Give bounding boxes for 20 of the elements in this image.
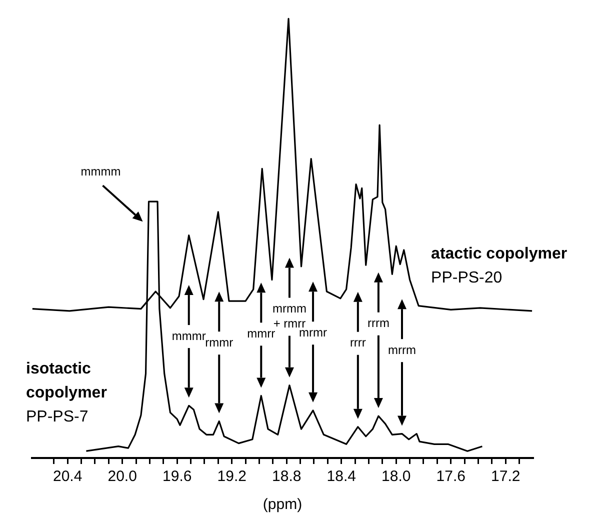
x-tick-label: 18.4 — [326, 468, 356, 486]
x-tick-label: 17.2 — [491, 468, 520, 486]
annotation: PP-PS-7 — [26, 408, 88, 426]
annotation: rrrm — [367, 316, 390, 330]
series-label: atactic copolymer — [431, 245, 568, 262]
x-tick-label: 18.0 — [382, 468, 411, 486]
x-tick-label: 19.2 — [217, 468, 246, 486]
x-tick-label: 18.8 — [272, 468, 302, 486]
annotation: PP-PS-20 — [431, 269, 502, 286]
annotation: mmmm — [80, 164, 121, 178]
annotation: mmmr — [172, 328, 206, 343]
x-tick-label: 17.6 — [436, 468, 466, 486]
text: isotactic copolymer — [26, 360, 107, 402]
x-tick-label: 20.0 — [108, 468, 137, 486]
x-tick-label: 19.6 — [162, 468, 192, 486]
annotation: mrrm — [388, 342, 416, 357]
annotation: rrrr — [350, 336, 366, 350]
x-axis-title: (ppm) — [262, 496, 302, 514]
annotation: rmmr — [205, 335, 234, 350]
x-tick-label: 20.4 — [52, 468, 82, 486]
